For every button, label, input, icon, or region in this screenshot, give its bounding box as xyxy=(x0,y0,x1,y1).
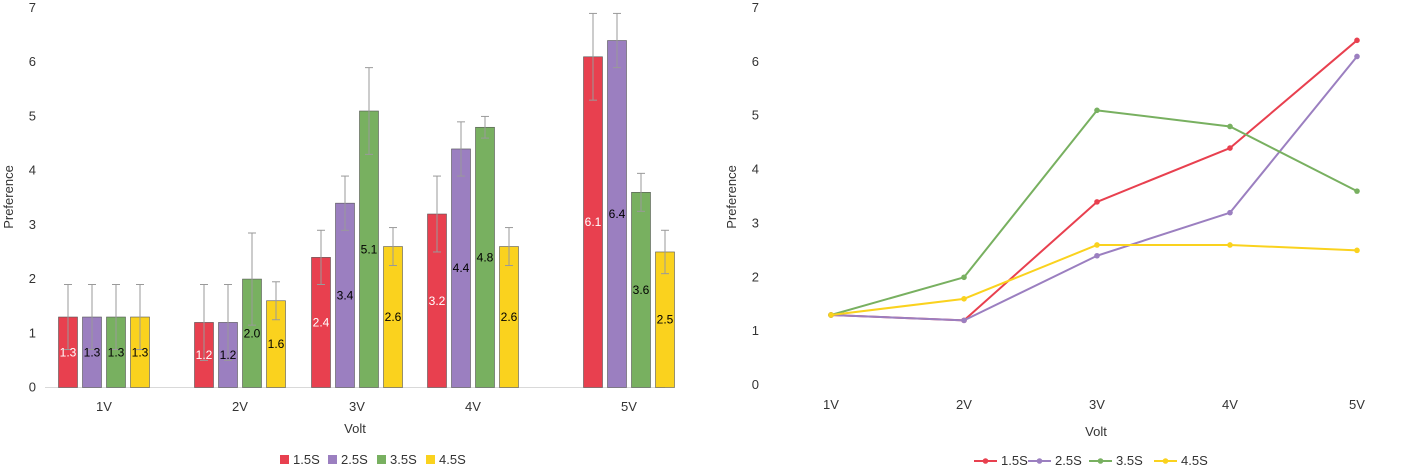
bar-x-tick-label: 1V xyxy=(96,399,112,414)
legend-marker xyxy=(1036,458,1043,464)
legend-swatch xyxy=(377,455,386,464)
line-x-tick-label: 1V xyxy=(823,397,839,412)
bar-data-label: 3.6 xyxy=(633,283,650,297)
data-point xyxy=(1094,242,1100,248)
bar-data-label: 2.6 xyxy=(501,310,518,324)
legend-label: 3.5S xyxy=(390,452,417,467)
data-point xyxy=(1354,188,1360,194)
legend-label: 2.5S xyxy=(1055,453,1082,467)
line-y-tick-label: 1 xyxy=(752,323,759,338)
line-marks xyxy=(828,37,1360,324)
data-point xyxy=(1227,209,1233,216)
bar-data-label: 1.2 xyxy=(196,348,213,362)
line-x-tick-label: 2V xyxy=(956,397,972,412)
bar-data-label: 4.8 xyxy=(477,250,494,264)
bar-y-tick-label: 5 xyxy=(29,108,36,123)
data-point xyxy=(961,274,967,281)
series-line xyxy=(830,39,1358,322)
bar-data-label: 1.3 xyxy=(60,345,77,359)
bar-y-axis-title: Preference xyxy=(1,165,16,229)
line-y-tick-labels: 0 1 2 3 4 5 6 7 xyxy=(752,0,759,392)
bar-y-tick-label: 1 xyxy=(29,325,36,340)
legend-label: 1.5S xyxy=(293,452,320,467)
bar-y-tick-label: 0 xyxy=(29,380,36,395)
legend-label: 3.5S xyxy=(1116,453,1143,467)
bar-x-tick-label: 2V xyxy=(232,399,248,414)
legend-label: 4.5S xyxy=(1181,453,1208,467)
bar-y-tick-label: 4 xyxy=(29,163,36,178)
data-point xyxy=(1354,53,1360,60)
legend-marker xyxy=(1162,458,1169,464)
line-y-tick-label: 3 xyxy=(752,215,759,230)
bar-data-label: 2.4 xyxy=(313,315,330,329)
bar-data-label: 1.6 xyxy=(268,337,285,351)
data-point xyxy=(1227,145,1233,151)
bar-data-label: 1.3 xyxy=(132,345,149,359)
data-point xyxy=(961,296,967,302)
line-y-tick-label: 6 xyxy=(752,54,759,69)
bar-data-label: 1.3 xyxy=(84,345,101,359)
bar-x-tick-label: 5V xyxy=(621,399,637,414)
legend-marker xyxy=(982,458,989,464)
data-point xyxy=(1227,242,1233,248)
bar-data-label: 1.3 xyxy=(108,345,125,359)
series-line xyxy=(830,109,1358,316)
line-y-tick-label: 0 xyxy=(752,377,759,392)
legend-marker xyxy=(1097,458,1104,464)
data-point xyxy=(1354,247,1360,254)
line-y-tick-label: 4 xyxy=(752,162,759,177)
bar-y-tick-label: 3 xyxy=(29,217,36,232)
line-x-axis-title: Volt xyxy=(1085,424,1107,439)
bar-data-label: 1.2 xyxy=(220,348,237,362)
data-point xyxy=(1227,123,1233,130)
bar-y-tick-label: 2 xyxy=(29,271,36,286)
legend-swatch xyxy=(426,455,435,464)
line-x-tick-label: 4V xyxy=(1222,397,1238,412)
data-point xyxy=(1094,107,1100,114)
legend-swatch xyxy=(328,455,337,464)
data-point xyxy=(828,312,834,318)
bar-y-tick-label: 6 xyxy=(29,54,36,69)
line-legend: 1.5S 2.5S 3.5S 4.5S xyxy=(974,453,1208,467)
line-x-tick-label: 5V xyxy=(1349,397,1365,412)
legend-swatch xyxy=(280,455,289,464)
bar-x-tick-label: 4V xyxy=(465,399,481,414)
line-chart: Preference Volt 0 1 2 3 4 5 6 7 1V 2V 3V 4V 5V 1.5S… xyxy=(724,0,1365,467)
bar-data-label: 2.6 xyxy=(385,310,402,324)
bar-data-label: 3.2 xyxy=(429,294,446,308)
bar-data-label: 6.4 xyxy=(609,207,626,221)
line-y-tick-label: 5 xyxy=(752,108,759,123)
bar-y-tick-label: 7 xyxy=(29,0,36,15)
line-y-tick-label: 2 xyxy=(752,269,759,284)
data-point xyxy=(1354,37,1360,44)
data-point xyxy=(1094,199,1100,205)
bar-data-label: 3.4 xyxy=(337,288,354,302)
bar-data-label: 5.1 xyxy=(361,242,378,256)
bar-data-label: 4.4 xyxy=(453,261,470,275)
legend-label: 4.5S xyxy=(439,452,466,467)
line-x-tick-label: 3V xyxy=(1089,397,1105,412)
bar-x-tick-label: 3V xyxy=(349,399,365,414)
legend-label: 1.5S xyxy=(1001,453,1028,467)
bar-data-label: 2.0 xyxy=(244,326,261,340)
bar-x-axis-title: Volt xyxy=(344,421,366,436)
bar-x-tick-labels: 1V 2V 3V 4V 5V xyxy=(96,399,637,414)
series-line xyxy=(830,55,1358,322)
legend-label: 2.5S xyxy=(341,452,368,467)
line-y-tick-label: 7 xyxy=(752,0,759,15)
bar-y-tick-labels: 0 1 2 3 4 5 6 7 xyxy=(29,0,36,395)
line-x-tick-labels: 1V 2V 3V 4V 5V xyxy=(823,397,1365,412)
line-y-axis-title: Preference xyxy=(724,165,739,229)
series-line xyxy=(830,243,1358,316)
bar-marks: 1.3 1.3 1.3 1.3 1.2 1.2 2.0 1.6 2.4 3.4 5.1 2.6 3.2 4… xyxy=(58,12,675,388)
data-point xyxy=(1094,252,1100,259)
bar-data-label: 6.1 xyxy=(585,215,602,229)
bar-legend: 1.5S 2.5S 3.5S 4.5S xyxy=(280,452,466,467)
bar-data-label: 2.5 xyxy=(657,313,674,327)
data-point xyxy=(961,317,967,324)
